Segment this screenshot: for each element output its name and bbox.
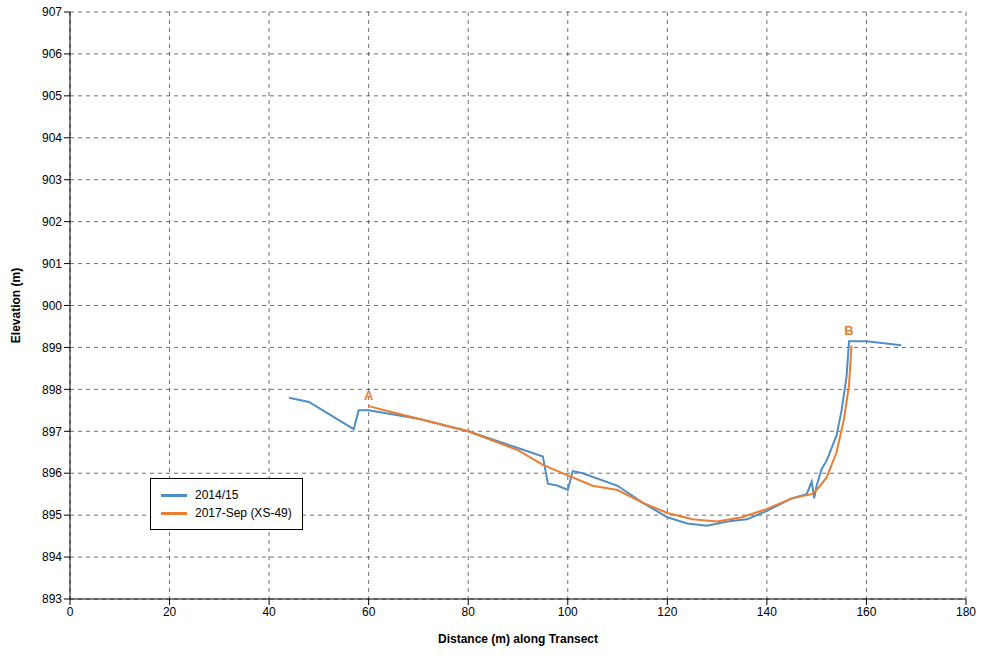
svg-text:907: 907 (42, 5, 62, 19)
svg-text:894: 894 (42, 550, 62, 564)
html-text:2014/15: 2014/15 (195, 488, 239, 502)
svg-text:180: 180 (956, 605, 976, 619)
svg-text:893: 893 (42, 592, 62, 606)
svg-text:60: 60 (362, 605, 376, 619)
svg-text:Elevation (m): Elevation (m) (9, 268, 23, 343)
svg-text:899: 899 (42, 341, 62, 355)
html-text:2017-Sep (XS-49): 2017-Sep (XS-49) (195, 506, 292, 520)
svg-text:896: 896 (42, 466, 62, 480)
svg-text:905: 905 (42, 89, 62, 103)
svg-text:B: B (844, 323, 853, 338)
svg-text:100: 100 (558, 605, 578, 619)
svg-text:897: 897 (42, 425, 62, 439)
svg-text:900: 900 (42, 299, 62, 313)
svg-text:80: 80 (462, 605, 476, 619)
svg-text:0: 0 (67, 605, 74, 619)
svg-text:140: 140 (757, 605, 777, 619)
svg-text:898: 898 (42, 383, 62, 397)
svg-text:901: 901 (42, 257, 62, 271)
svg-text:160: 160 (856, 605, 876, 619)
svg-text:A: A (364, 388, 374, 403)
svg-text:Distance (m) along Transect: Distance (m) along Transect (438, 632, 598, 646)
svg-text:902: 902 (42, 215, 62, 229)
svg-text:903: 903 (42, 173, 62, 187)
svg-text:906: 906 (42, 47, 62, 61)
svg-text:895: 895 (42, 508, 62, 522)
svg-text:20: 20 (163, 605, 177, 619)
svg-text:120: 120 (657, 605, 677, 619)
svg-text:40: 40 (262, 605, 276, 619)
svg-text:904: 904 (42, 131, 62, 145)
